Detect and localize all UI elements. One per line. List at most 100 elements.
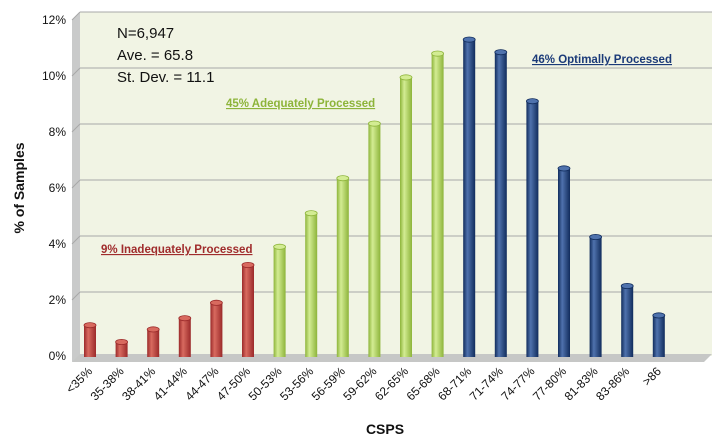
bar-body xyxy=(273,246,286,357)
x-tick-label: 83-86% xyxy=(593,364,632,403)
bar xyxy=(83,322,97,357)
y-tick-label: 8% xyxy=(49,125,67,139)
bar-top xyxy=(526,98,539,105)
bar xyxy=(209,299,223,357)
bar-body xyxy=(621,286,634,357)
bar xyxy=(526,98,539,357)
y-tick-label: 12% xyxy=(42,13,66,27)
y-tick-label: 6% xyxy=(49,181,67,195)
x-tick-label: 59-62% xyxy=(340,364,379,403)
bar xyxy=(557,165,571,357)
x-tick-label: 35-38% xyxy=(88,364,127,403)
y-tick-label: 4% xyxy=(49,237,67,251)
bar-top xyxy=(178,315,192,322)
bar xyxy=(399,74,413,358)
bar-top xyxy=(273,243,287,250)
bar xyxy=(462,36,476,357)
bar-top xyxy=(462,36,476,43)
gridline-wall xyxy=(71,291,81,301)
bar-top xyxy=(494,49,508,56)
bar-top xyxy=(209,299,223,306)
x-tick-label: 68-71% xyxy=(435,364,474,403)
bar-body xyxy=(526,101,539,357)
bar-top xyxy=(589,233,602,240)
x-tick-label: 47-50% xyxy=(214,364,253,403)
bar-body xyxy=(305,213,318,357)
gridline-wall xyxy=(71,179,81,189)
x-tick-label: 56-59% xyxy=(309,364,348,403)
bar-top xyxy=(367,120,381,127)
x-tick-label: 38-41% xyxy=(119,364,158,403)
bar xyxy=(652,312,666,357)
bar-body xyxy=(463,39,476,357)
bar-body xyxy=(652,315,665,357)
bar-body xyxy=(400,77,412,358)
bar-body xyxy=(494,52,507,357)
bar xyxy=(304,210,318,357)
bar-body xyxy=(336,178,349,357)
bar-top xyxy=(336,175,350,182)
gridline-wall xyxy=(71,67,81,77)
y-tick-label: 2% xyxy=(49,293,67,307)
bar-top xyxy=(399,74,413,81)
gridline-wall xyxy=(71,123,81,133)
x-tick-label: >86 xyxy=(640,364,665,389)
x-tick-label: 50-53% xyxy=(246,364,285,403)
bar xyxy=(431,50,445,357)
bar-body xyxy=(589,237,602,357)
bar xyxy=(367,120,381,357)
floor xyxy=(72,354,712,362)
bar-top xyxy=(431,50,445,57)
average-label: Ave. = 65.8 xyxy=(117,47,193,64)
bar-body xyxy=(210,302,223,357)
bar xyxy=(494,49,508,357)
x-axis-title: CSPS xyxy=(366,421,404,437)
y-tick-label: 0% xyxy=(49,349,67,363)
bar-body xyxy=(84,325,96,357)
bar-top xyxy=(115,338,128,345)
plot-background xyxy=(80,12,712,356)
left-wall xyxy=(72,12,80,362)
sample-count-label: N=6,947 xyxy=(117,25,174,42)
group-label: 45% Adequately Processed xyxy=(226,98,375,110)
bar-top xyxy=(304,210,318,217)
x-tick-label: 62-65% xyxy=(372,364,411,403)
bar xyxy=(273,243,287,357)
bar xyxy=(620,282,634,357)
bar-top xyxy=(146,326,160,333)
bar xyxy=(115,338,128,357)
bar-body xyxy=(431,53,444,357)
bar-top xyxy=(557,165,571,172)
x-tick-label: 81-83% xyxy=(562,364,601,403)
bar xyxy=(146,326,160,357)
x-tick-label: 77-80% xyxy=(530,364,569,403)
bar xyxy=(178,315,192,357)
y-tick-label: 10% xyxy=(42,69,66,83)
bar-body xyxy=(115,342,128,357)
x-tick-label: 53-56% xyxy=(277,364,316,403)
std-dev-label: St. Dev. = 11.1 xyxy=(117,69,214,86)
bar-body xyxy=(558,168,570,357)
x-tick-label: 41-44% xyxy=(151,364,190,403)
x-tick-label: 71-74% xyxy=(467,364,506,403)
x-tick-label: 65-68% xyxy=(404,364,443,403)
bar-top xyxy=(652,312,666,319)
bar xyxy=(241,261,255,357)
bar-body xyxy=(147,329,160,357)
gridline-wall xyxy=(71,235,81,245)
bar-body xyxy=(178,318,191,357)
bar-body xyxy=(242,265,254,357)
gridline-wall xyxy=(71,11,81,21)
bar-top xyxy=(620,282,634,289)
y-axis-title: % of Samples xyxy=(11,142,27,233)
bar-top xyxy=(241,261,255,268)
bar-top xyxy=(83,322,97,329)
x-tick-label: 44-47% xyxy=(182,364,221,403)
bar xyxy=(589,233,602,357)
group-label: 46% Optimally Processed xyxy=(532,54,672,66)
bar xyxy=(336,175,350,357)
x-tick-label: 74-77% xyxy=(498,364,537,403)
bar-body xyxy=(368,123,381,357)
